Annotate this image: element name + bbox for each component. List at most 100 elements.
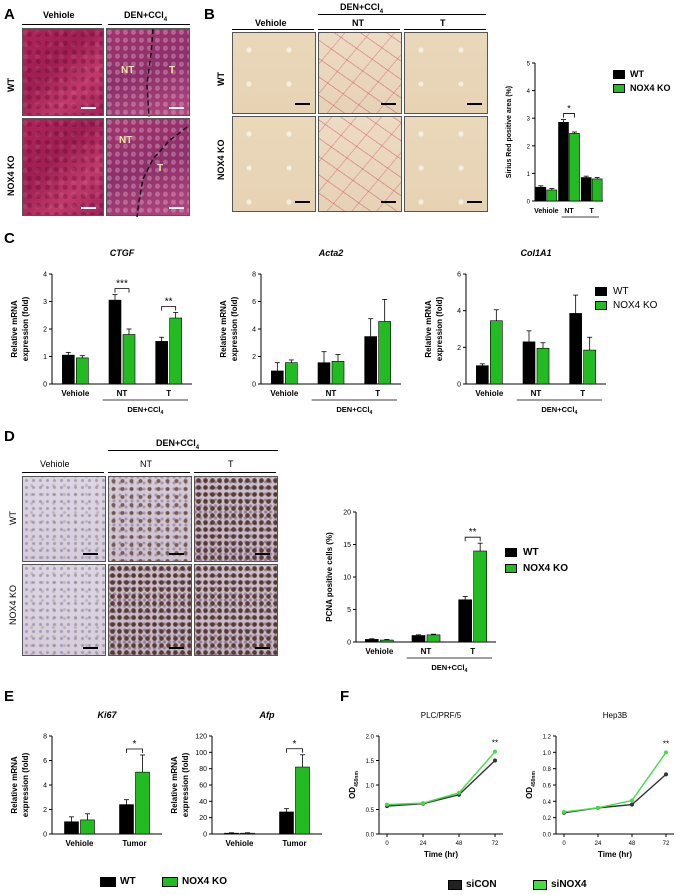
x-tick-label: Vehiole <box>61 389 90 398</box>
legend-wt-swatch <box>595 287 607 296</box>
y-tick-label: 2 <box>43 807 47 814</box>
significance-mark: ** <box>663 739 669 748</box>
legend-wt-swatch <box>613 70 625 79</box>
y-tick-label: 20 <box>199 815 207 822</box>
significance-mark: * <box>567 104 571 114</box>
bar-wt <box>119 804 134 835</box>
panel-d-col-den: DEN+CCl4 <box>156 438 200 451</box>
panel-a-image-ko-vehicle <box>22 118 104 216</box>
x-tick-label: 0 <box>562 841 566 847</box>
y-axis-label: OD450nm <box>525 771 537 799</box>
x-tick-label: NT <box>531 389 542 398</box>
group-label: DEN+CCl4 <box>431 663 467 673</box>
panel-letter-d: D <box>4 428 15 445</box>
panel-b-image-ko-vehicle <box>232 116 316 212</box>
y-tick-label: 2 <box>457 345 461 352</box>
y-tick-label: 20 <box>343 510 351 517</box>
x-axis-label: Time (hr) <box>598 850 632 859</box>
y-tick-label: 40 <box>199 799 207 806</box>
bar-wt <box>458 599 472 643</box>
legend-sicon-swatch <box>448 880 462 890</box>
y-tick-label: 0 <box>457 382 461 389</box>
panel-b-image-wt-vehicle <box>232 32 316 114</box>
y-axis-label: Sirius Red positive area (%) <box>506 86 513 178</box>
panel-letter-c: C <box>4 230 15 247</box>
bar-ko <box>169 317 182 385</box>
panel-b-divider-b <box>318 29 400 30</box>
panel-d-image-wt-vehicle <box>22 476 106 562</box>
bar-wt <box>224 832 239 835</box>
y-tick-label: 2.0 <box>366 735 375 741</box>
x-tick-label: NT <box>564 208 574 215</box>
scale-bar <box>381 201 396 203</box>
point-sicon <box>664 772 668 777</box>
panel-d-divider-c <box>194 472 276 473</box>
bar-ko <box>591 178 603 202</box>
x-tick-label: Tumor <box>282 839 306 848</box>
y-tick-label: 0.5 <box>366 808 375 814</box>
significance-bracket <box>126 748 143 753</box>
panel-d-col-t: T <box>228 459 234 469</box>
chart-c-ctgf: CTGF 0 1 2 3 4 Relative mRNA expression (fold) V… <box>10 248 192 415</box>
panel-b-image-wt-t <box>404 32 488 114</box>
significance-mark: * <box>293 739 297 750</box>
significance-mark: * <box>133 739 137 750</box>
legend-ko-label: NOX4 KO <box>523 563 569 574</box>
bar-wt <box>365 639 379 643</box>
panel-d-divider-top <box>108 450 278 451</box>
bar-ko <box>240 832 255 835</box>
y-tick-label: 4 <box>252 327 256 334</box>
bar-ko <box>295 766 310 835</box>
panel-d-col-vehicle: Vehiole <box>40 459 70 469</box>
scale-bar <box>169 207 184 209</box>
panel-d-col-nt: NT <box>140 459 152 469</box>
legend-wt-label: WT <box>630 69 644 79</box>
bar-wt <box>62 354 75 385</box>
y-tick-label: 1.0 <box>366 784 375 790</box>
y-axis-label: expression (fold) <box>230 296 239 361</box>
panel-d-image-ko-nt <box>108 564 192 656</box>
chart-f-hep3b: Hep3B 0.0 0.2 0.4 0.6 0.8 1.0 1.2 OD450nm 0 24 48 72… <box>525 711 674 859</box>
y-axis-label: Relative mRNA <box>219 300 228 358</box>
y-tick-label: 0 <box>252 382 256 389</box>
panel-d-divider-b <box>108 472 190 473</box>
y-tick-label: 60 <box>199 783 207 790</box>
y-axis-label: expression (fold) <box>435 296 444 361</box>
legend-wt-label: WT <box>523 547 539 558</box>
panel-a-image-wt-den: NT T <box>106 28 190 117</box>
bar-wt <box>155 341 168 385</box>
line-sinox4 <box>386 751 496 806</box>
y-tick-label: 0 <box>43 832 47 839</box>
x-tick-label: 24 <box>595 841 602 847</box>
bar-ko <box>378 321 391 385</box>
y-tick-label: 2 <box>252 354 256 361</box>
y-axis-label: expression (fold) <box>181 752 190 817</box>
legend-ko-label: NOX4 KO <box>630 83 671 93</box>
significance-bracket <box>464 536 481 542</box>
panel-b-col-t: T <box>440 18 446 28</box>
x-tick-label: 48 <box>629 841 636 847</box>
x-tick-label: 48 <box>456 841 463 847</box>
chart-f-plc: PLC/PRF/5 0.0 0.5 1.0 1.5 2.0 OD450nm 0 24 48 72 Ti… <box>348 711 503 859</box>
y-tick-label: 6 <box>252 299 256 306</box>
scale-bar <box>169 553 184 555</box>
panel-b-image-ko-nt <box>318 116 402 212</box>
point-sinox4 <box>664 750 668 755</box>
y-axis-label: OD450nm <box>348 771 360 799</box>
y-axis-label: PCNA positive cells (%) <box>325 532 334 622</box>
x-tick-label: T <box>166 389 171 398</box>
bar-wt <box>569 313 582 385</box>
point-sinox4 <box>493 749 497 754</box>
group-label: DEN+CCl4 <box>127 405 163 415</box>
x-axis-label: Time (hr) <box>424 850 458 859</box>
y-tick-label: 100 <box>195 750 207 757</box>
bar-wt <box>535 186 547 202</box>
y-tick-label: 0 <box>43 382 47 389</box>
legend-sinox4-label: siNOX4 <box>551 879 587 890</box>
legend-wt-swatch <box>505 548 517 557</box>
bar-wt <box>108 299 122 385</box>
legend-sicon-label: siCON <box>466 879 497 890</box>
tumor-border-line <box>146 29 154 117</box>
x-tick-label: 72 <box>663 841 670 847</box>
x-tick-label: Vehiole <box>475 389 504 398</box>
